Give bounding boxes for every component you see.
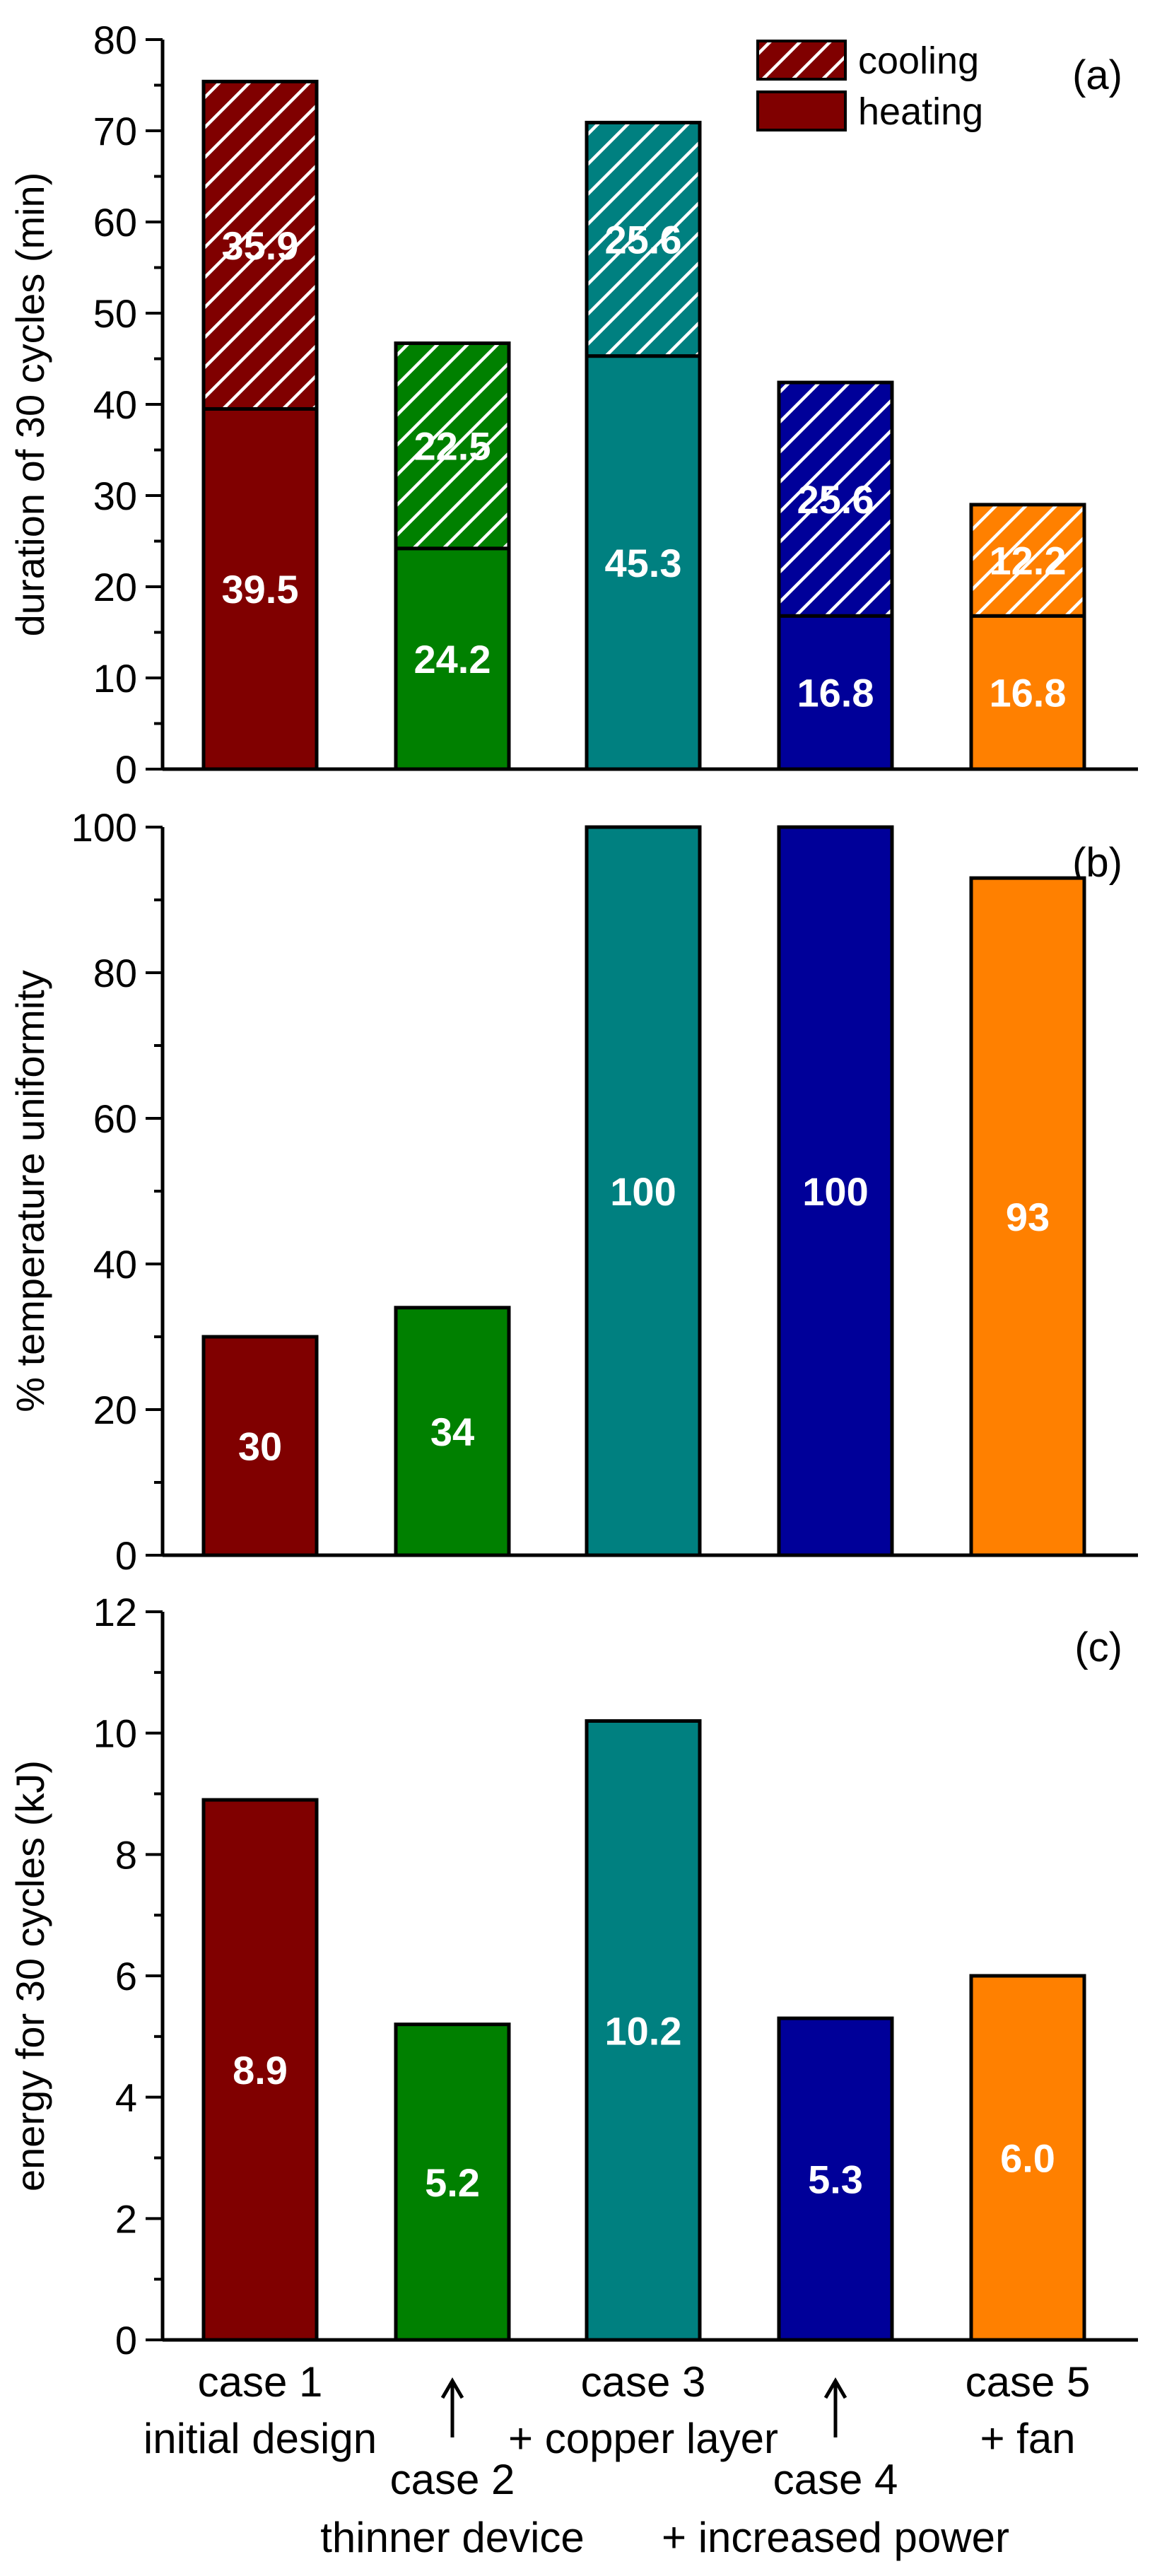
bar-value-label-heating: 16.8 <box>797 671 874 715</box>
bar <box>201 1798 319 2342</box>
panel-1: 0 10 20 30 40 50 60 70 80 duration of 30 cycles (… <box>8 18 1138 792</box>
category-label-line1: case 2 <box>390 2456 515 2503</box>
y-tick-label: 80 <box>93 18 137 62</box>
y-axis-title: duration of 30 cycles (min) <box>8 172 52 637</box>
bar <box>394 2022 511 2342</box>
bar <box>777 2016 894 2342</box>
category-label-line2: + copper layer <box>508 2415 778 2462</box>
legend-swatch-cooling <box>756 40 847 81</box>
category-label-line2: + increased power <box>662 2514 1009 2561</box>
up-arrow-head-icon <box>440 2377 464 2399</box>
y-tick-label: 6 <box>115 1954 137 1998</box>
y-tick-label: 40 <box>93 382 137 427</box>
y-tick-label: 80 <box>93 951 137 995</box>
legend: cooling heating <box>756 40 983 133</box>
bar-heating <box>969 614 1086 771</box>
category-label-line2: thinner device <box>320 2514 585 2561</box>
legend-label-heating: heating <box>858 90 983 133</box>
bar-cooling <box>394 341 511 551</box>
y-tick-label: 8 <box>115 1832 137 1877</box>
y-tick-label: 4 <box>115 2076 137 2120</box>
panel-label: (c) <box>1074 1624 1122 1670</box>
bar-value-label-cooling: 35.9 <box>222 223 299 268</box>
bar-value-label-heating: 24.2 <box>414 637 491 681</box>
y-tick-label: 12 <box>93 1590 137 1634</box>
y-tick-label: 10 <box>93 656 137 701</box>
up-arrow-head-icon <box>823 2377 847 2399</box>
legend-label-cooling: cooling <box>858 40 979 82</box>
y-tick-label: 0 <box>115 747 137 792</box>
bar-heating <box>201 406 319 771</box>
category-label-line2: initial design <box>143 2415 377 2462</box>
bar-value-label: 100 <box>610 1169 676 1214</box>
bar <box>585 1719 702 2342</box>
y-tick-label: 50 <box>93 291 137 336</box>
y-tick-label: 70 <box>93 109 137 153</box>
y-tick-label: 2 <box>115 2196 137 2241</box>
legend-swatch-heating <box>756 90 847 131</box>
category-label-line1: case 3 <box>581 2358 706 2406</box>
category-label-line1: case 1 <box>198 2358 323 2406</box>
y-tick-label: 20 <box>93 1388 137 1432</box>
y-tick-label: 0 <box>115 2318 137 2363</box>
bar-value-label: 10.2 <box>605 2008 682 2053</box>
bar <box>777 825 894 1557</box>
bar-value-label-cooling: 22.5 <box>414 424 491 469</box>
bar-value-label-heating: 39.5 <box>222 567 299 611</box>
bar <box>969 1974 1086 2342</box>
bar-heating <box>777 614 894 771</box>
bar <box>585 825 702 1557</box>
y-tick-label: 0 <box>115 1533 137 1578</box>
bar-value-label-heating: 16.8 <box>990 671 1067 715</box>
bar-value-label-heating: 45.3 <box>605 541 682 585</box>
y-tick-label: 30 <box>93 474 137 518</box>
bar-value-label: 100 <box>802 1169 868 1214</box>
category-label-line1: case 4 <box>773 2456 898 2503</box>
bar-value-label-cooling: 25.6 <box>797 477 874 522</box>
bar-value-label-cooling: 25.6 <box>605 218 682 262</box>
bar <box>394 1306 511 1557</box>
bar <box>969 876 1086 1557</box>
y-tick-label: 60 <box>93 1096 137 1141</box>
bar-value-label: 8.9 <box>233 2048 288 2092</box>
y-tick-label: 10 <box>93 1711 137 1756</box>
panel-label: (a) <box>1072 52 1122 98</box>
bar-cooling <box>969 503 1086 618</box>
bar <box>201 1335 319 1557</box>
y-tick-label: 60 <box>93 200 137 245</box>
bar-value-label: 34 <box>430 1410 474 1454</box>
y-tick-label: 40 <box>93 1242 137 1287</box>
category-labels: case 1 initial design case 3 + copper layer… <box>143 2358 1091 2561</box>
bar-value-label: 5.2 <box>425 2160 480 2205</box>
bar-value-label: 30 <box>238 1424 282 1469</box>
bar-cooling <box>777 380 894 618</box>
bar-cooling <box>201 79 319 411</box>
category-label-line2: + fan <box>980 2415 1075 2462</box>
bar-value-label: 5.3 <box>808 2158 863 2202</box>
category-label-line1: case 5 <box>966 2358 1091 2406</box>
y-tick-label: 100 <box>71 805 137 850</box>
y-axis-title: % temperature uniformity <box>8 970 52 1412</box>
bar-value-label: 93 <box>1006 1195 1050 1239</box>
bar-value-label: 6.0 <box>1000 2136 1055 2181</box>
y-tick-label: 20 <box>93 565 137 609</box>
bar-cooling <box>585 120 702 358</box>
bar-value-label-cooling: 12.2 <box>990 539 1067 583</box>
y-axis-title: energy for 30 cycles (kJ) <box>8 1760 52 2191</box>
panel-3: 0 2 4 6 8 10 12 energy for 30 cycles (kJ) (c) 8.9… <box>8 1590 1138 2363</box>
